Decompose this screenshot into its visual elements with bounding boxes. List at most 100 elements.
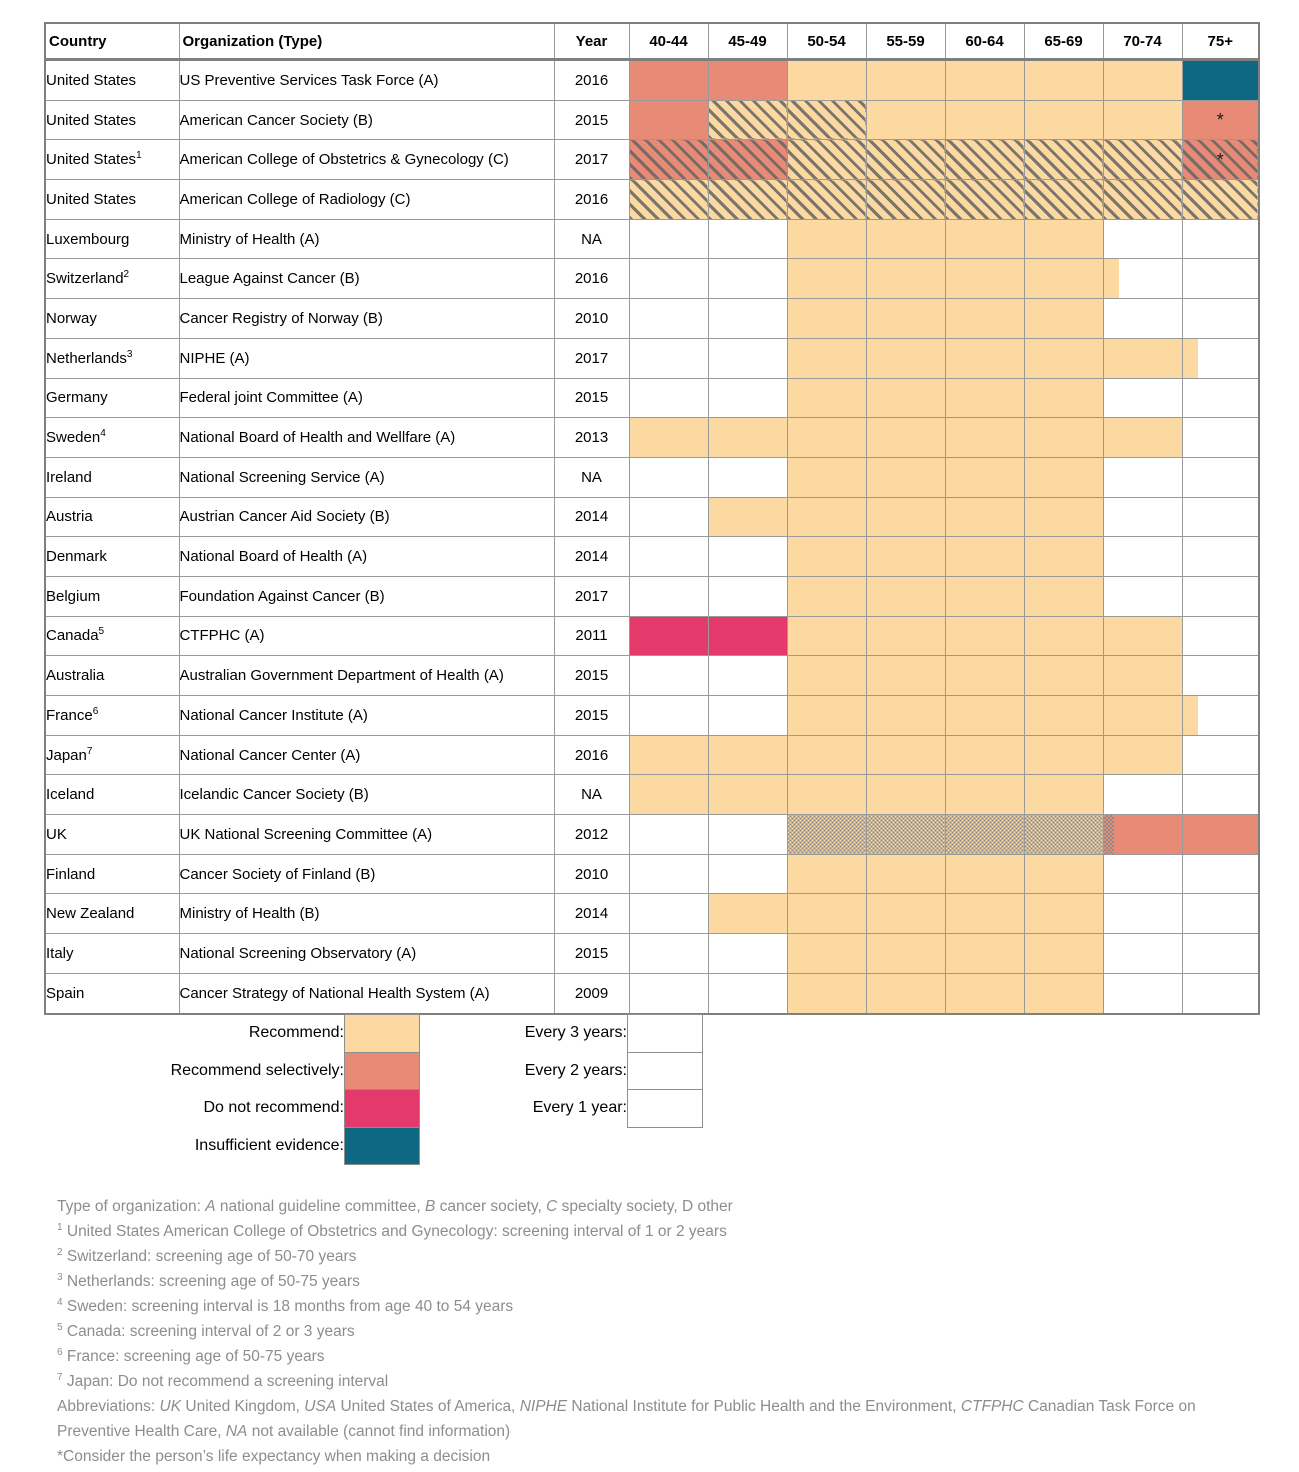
- age-cell-60-64: [944, 695, 1025, 736]
- age-cell-65-69: [1023, 575, 1104, 617]
- legend-row-R: Recommend:: [44, 1014, 420, 1053]
- organization-cell: Cancer Society of Finland (B): [178, 853, 555, 895]
- age-cell-65-69: [1023, 655, 1104, 696]
- age-cell-55-59: [865, 258, 946, 300]
- table-row: Belgium Foundation Against Cancer (B) 2017: [44, 575, 1260, 617]
- age-cell-60-64: [944, 298, 1025, 339]
- organization-cell: Cancer Strategy of National Health Syste…: [178, 972, 555, 1015]
- country-label: United States: [46, 190, 137, 208]
- country-cell: Spain: [44, 972, 180, 1015]
- age-cell-45-49: [707, 139, 788, 181]
- table-row: United States US Preventive Services Task…: [44, 59, 1260, 101]
- age-cell-75+: [1181, 377, 1260, 419]
- footnote-line: Abbreviations: UK United Kingdom, USA Un…: [57, 1394, 1249, 1444]
- year-cell: NA: [553, 218, 630, 260]
- age-cell-75+: [1181, 853, 1260, 895]
- age-cell-60-64: [944, 933, 1025, 974]
- country-label: United States: [46, 111, 137, 129]
- legend-row-D: Do not recommend:: [44, 1089, 420, 1128]
- age-cell-50-54: [786, 814, 867, 855]
- age-cell-70-74: [1102, 337, 1183, 379]
- age-cell-65-69: [1023, 695, 1104, 736]
- age-cell-55-59: [865, 695, 946, 736]
- country-cell: Australia: [44, 655, 180, 696]
- age-cell-65-69: [1023, 814, 1104, 855]
- age-cell-50-54: [786, 972, 867, 1015]
- legend-swatch-D: [344, 1089, 420, 1128]
- footnote-text: CTFPHC: [960, 1398, 1024, 1415]
- organization-cell: NIPHE (A): [178, 337, 555, 379]
- age-cell-55-59: [865, 655, 946, 696]
- country-footnote-ref: 3: [126, 348, 133, 360]
- country-cell: United States1: [44, 139, 180, 181]
- age-cell-45-49: [707, 258, 788, 300]
- age-cell-65-69: [1023, 774, 1104, 816]
- organization-cell: League Against Cancer (B): [178, 258, 555, 300]
- header-row: Country Organization (Type) Year 40-44 45-49…: [44, 22, 1260, 61]
- age-cell-55-59: [865, 734, 946, 776]
- organization-cell: Foundation Against Cancer (B): [178, 575, 555, 617]
- country-footnote-ref: 5: [98, 626, 105, 638]
- age-cell-65-69: [1023, 536, 1104, 577]
- table-row: Iceland Icelandic Cancer Society (B) NA: [44, 774, 1260, 816]
- organization-cell: American College of Radiology (C): [178, 179, 555, 220]
- age-cell-70-74: [1102, 59, 1183, 101]
- age-cell-70-74: [1102, 734, 1183, 776]
- age-cell-60-64: [944, 258, 1025, 300]
- age-cell-75+: [1181, 575, 1260, 617]
- year-cell: 2016: [553, 59, 630, 101]
- age-cell-60-64: [944, 536, 1025, 577]
- age-cell-55-59: [865, 298, 946, 339]
- age-cell-50-54: [786, 893, 867, 935]
- year-cell: 2012: [553, 814, 630, 855]
- organization-cell: Austrian Cancer Aid Society (B): [178, 496, 555, 538]
- column-header: Year: [553, 22, 630, 61]
- age-cell-65-69: [1023, 99, 1104, 141]
- age-cell-55-59: [865, 179, 946, 220]
- age-cell-50-54: [786, 575, 867, 617]
- age-cell-45-49: [707, 655, 788, 696]
- organization-cell: Australian Government Department of Heal…: [178, 655, 555, 696]
- age-cell-40-44: [628, 734, 709, 776]
- age-cell-75+: [1181, 814, 1260, 855]
- age-cell-40-44: [628, 575, 709, 617]
- age-cell-60-64: [944, 377, 1025, 419]
- footnote-line: 4 Sweden: screening interval is 18 month…: [57, 1294, 1249, 1319]
- year-cell: 2014: [553, 893, 630, 935]
- age-cell-50-54: [786, 377, 867, 419]
- country-cell: UK: [44, 814, 180, 855]
- age-cell-55-59: [865, 456, 946, 498]
- age-cell-70-74: [1102, 536, 1183, 577]
- age-cell-55-59: [865, 774, 946, 816]
- table-row: New Zealand Ministry of Health (B) 2014: [44, 893, 1260, 935]
- organization-cell: National Screening Service (A): [178, 456, 555, 498]
- age-cell-40-44: [628, 972, 709, 1015]
- year-cell: 2017: [553, 575, 630, 617]
- age-cell-70-74: [1102, 139, 1183, 181]
- table-row: Canada5 CTFPHC (A) 2011: [44, 615, 1260, 657]
- age-cell-65-69: [1023, 417, 1104, 458]
- age-cell-45-49: [707, 59, 788, 101]
- age-cell-55-59: [865, 575, 946, 617]
- age-cell-65-69: [1023, 615, 1104, 657]
- age-cell-45-49: [707, 853, 788, 895]
- organization-cell: Ministry of Health (B): [178, 893, 555, 935]
- year-cell: 2015: [553, 377, 630, 419]
- age-cell-55-59: [865, 496, 946, 538]
- country-label: Netherlands: [46, 349, 127, 367]
- legend-swatch-S: [344, 1051, 420, 1090]
- age-cell-70-74: [1102, 695, 1183, 736]
- legend-row-every-3-years: Every 3 years:: [430, 1014, 703, 1053]
- age-cell-50-54: [786, 496, 867, 538]
- age-cell-50-54: [786, 417, 867, 458]
- year-cell: NA: [553, 456, 630, 498]
- country-label: Finland: [46, 865, 96, 883]
- age-cell-45-49: [707, 298, 788, 339]
- age-cell-75+: [1181, 59, 1260, 101]
- age-cell-75+: *: [1181, 99, 1260, 141]
- country-label: France: [46, 706, 93, 724]
- age-cell-60-64: [944, 417, 1025, 458]
- age-cell-70-74: [1102, 933, 1183, 974]
- footnote-line: *Consider the person’s life expectancy w…: [57, 1444, 1249, 1469]
- age-cell-60-64: [944, 218, 1025, 260]
